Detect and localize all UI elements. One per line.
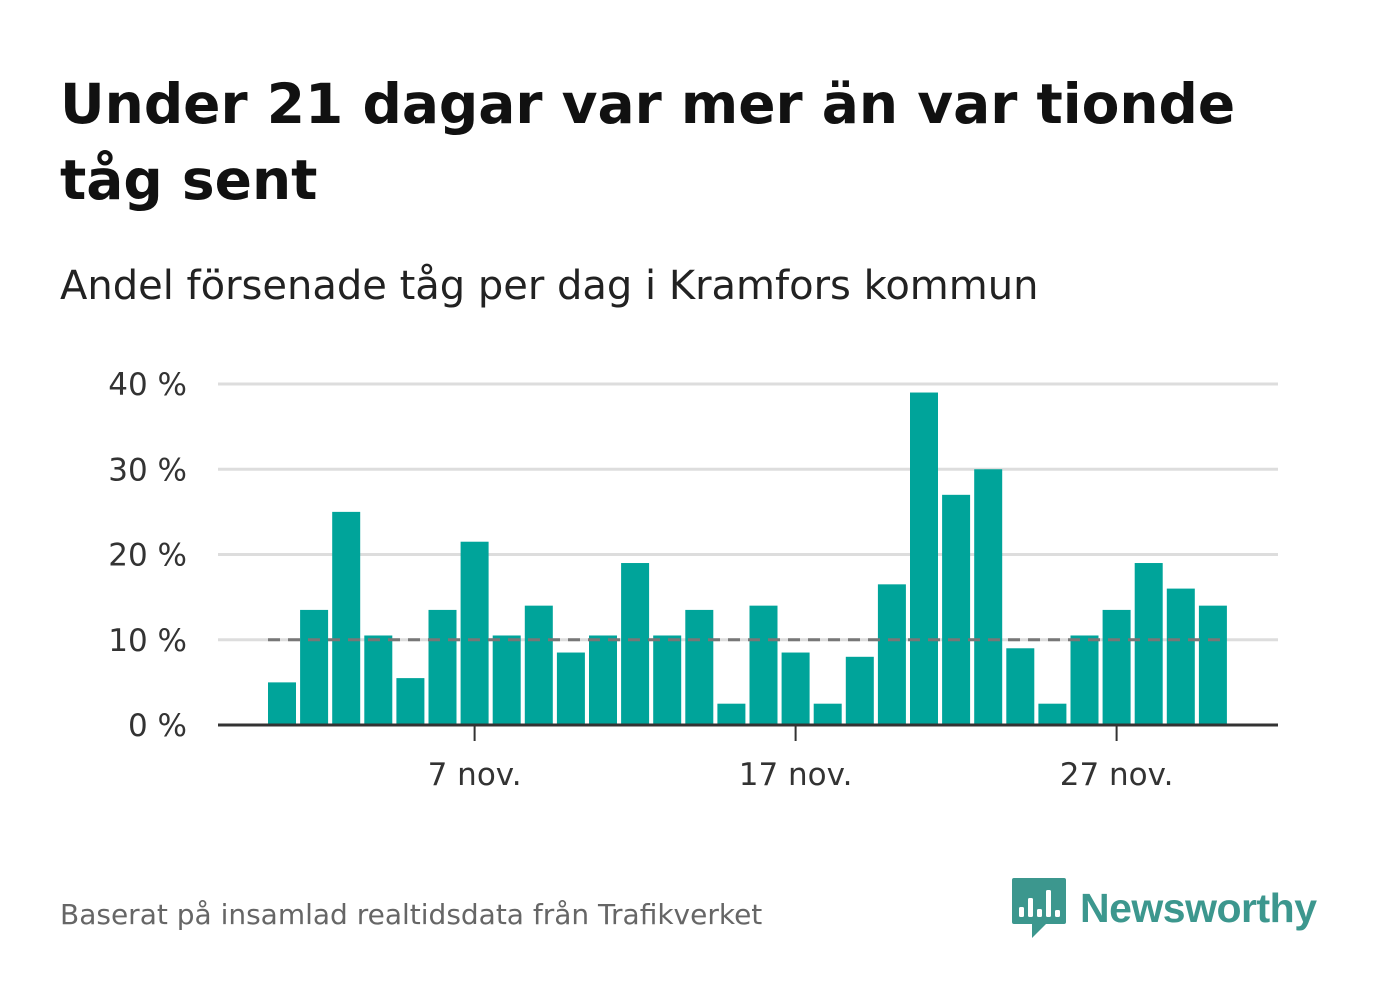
- bar-chart: 0 % 10 % 20 % 30 % 40 % 7 nov. 17 nov. 27 nov.: [108, 367, 1278, 793]
- bar: [621, 563, 650, 725]
- bar: [460, 541, 489, 725]
- bar: [749, 605, 778, 725]
- x-tick-label: 7 nov.: [428, 757, 522, 793]
- bar: [364, 635, 393, 725]
- bar: [556, 652, 585, 725]
- x-axis-ticks: 7 nov. 17 nov. 27 nov.: [428, 725, 1174, 793]
- bar: [1070, 635, 1099, 725]
- bar: [877, 584, 906, 725]
- y-tick-label: 0 %: [128, 708, 187, 744]
- bar: [1166, 588, 1195, 725]
- bar: [396, 678, 425, 725]
- newsworthy-logo-icon: [1012, 878, 1066, 938]
- brand-logo: Newsworthy: [1010, 876, 1317, 940]
- bar: [717, 703, 746, 725]
- y-axis-ticks: 0 % 10 % 20 % 30 % 40 %: [108, 367, 187, 744]
- y-tick-label: 10 %: [108, 623, 187, 659]
- bar: [1006, 648, 1035, 725]
- bar: [1198, 605, 1227, 725]
- bar: [1134, 563, 1163, 725]
- chart-subtitle: Andel försenade tåg per dag i Kramfors k…: [60, 263, 1039, 309]
- bar: [942, 494, 971, 725]
- bar: [492, 635, 521, 725]
- bar: [332, 511, 361, 725]
- bar: [653, 635, 682, 725]
- source-note: Baserat på insamlad realtidsdata från Tr…: [60, 898, 763, 931]
- bar: [428, 609, 457, 725]
- bar: [300, 609, 329, 725]
- bars: [268, 392, 1227, 725]
- brand-name: Newsworthy: [1080, 884, 1317, 931]
- y-tick-label: 30 %: [108, 452, 187, 488]
- bar: [1102, 609, 1131, 725]
- bar: [685, 609, 714, 725]
- bar: [589, 635, 617, 725]
- y-tick-label: 20 %: [108, 538, 187, 574]
- grid-lines: [218, 382, 1278, 642]
- chart-title: Under 21 dagar var mer än var tionde tåg…: [60, 72, 1236, 212]
- y-tick-label: 40 %: [108, 367, 187, 403]
- x-tick-label: 17 nov.: [739, 757, 853, 793]
- bar: [268, 682, 296, 725]
- bar: [910, 392, 938, 725]
- bar: [845, 656, 874, 725]
- bar: [813, 703, 842, 725]
- bar: [524, 605, 553, 725]
- bar: [974, 469, 1003, 725]
- bar: [781, 652, 810, 725]
- bar: [1038, 703, 1067, 725]
- x-tick-label: 27 nov.: [1060, 757, 1174, 793]
